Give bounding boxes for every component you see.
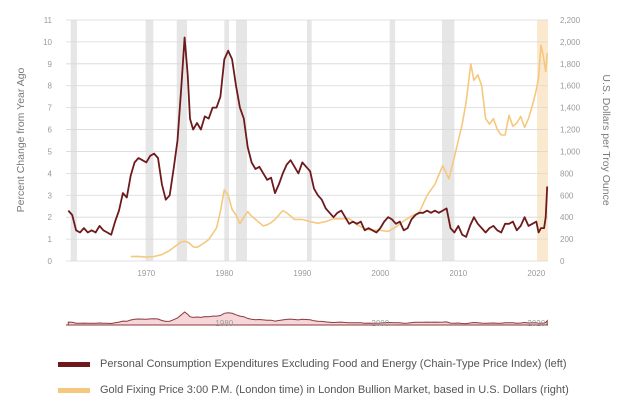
recession-band: [145, 20, 154, 261]
left-tick-label: 8: [48, 82, 53, 91]
x-tick-label: 1970: [137, 269, 155, 278]
left-axis-ticks: 0 1 2 3 4 5 6 7 8 9 10 11: [43, 16, 52, 266]
series-lines: [67, 36, 549, 258]
chart: 0 1 2 3 4 5 6 7 8 9 10 11 0 200 400 600 800 1,000 1,200 1,…: [15, 16, 612, 328]
legend-label-pce: Personal Consumption Expenditures Exclud…: [100, 358, 567, 370]
recession-bands: [70, 20, 548, 261]
left-tick-label: 11: [44, 16, 53, 25]
y-axis-right-title: U.S. Dollars per Troy Ounce: [600, 74, 612, 205]
navigator-label: 2000: [371, 319, 389, 328]
recession-band: [70, 20, 77, 261]
x-tick-label: 2000: [371, 269, 389, 278]
series-line-gold: [130, 44, 548, 258]
x-tick-label: 1980: [215, 269, 233, 278]
legend-label-gold: Gold Fixing Price 3:00 P.M. (London time…: [100, 384, 569, 396]
legend-item-gold: Gold Fixing Price 3:00 P.M. (London time…: [58, 384, 569, 396]
recession-band: [307, 20, 312, 261]
left-tick-label: 10: [43, 38, 52, 47]
left-tick-label: 9: [48, 60, 53, 69]
right-tick-label: 2,200: [560, 16, 581, 25]
right-tick-label: 600: [560, 191, 574, 200]
left-tick-label: 4: [48, 169, 53, 178]
right-tick-label: 0: [560, 257, 565, 266]
left-tick-label: 1: [48, 235, 53, 244]
left-tick-label: 6: [48, 126, 53, 135]
recession-band: [236, 20, 247, 261]
right-axis-ticks: 0 200 400 600 800 1,000 1,200 1,400 1,600 1,800 2,…: [560, 16, 581, 266]
left-tick-label: 3: [48, 191, 53, 200]
navigator-area: [67, 311, 548, 326]
recession-band: [389, 20, 396, 261]
right-tick-label: 1,200: [560, 126, 581, 135]
recession-band: [537, 20, 548, 261]
left-tick-label: 7: [48, 104, 53, 113]
recession-band: [176, 20, 187, 261]
right-tick-label: 1,800: [560, 60, 581, 69]
navigator-label: 1980: [215, 319, 233, 328]
series-line-pce: [67, 36, 549, 238]
x-tick-label: 1990: [293, 269, 311, 278]
range-navigator[interactable]: 1980 2000 2020: [66, 311, 548, 328]
right-tick-label: 800: [560, 169, 574, 178]
x-tick-label: 2020: [527, 269, 545, 278]
right-tick-label: 1,600: [560, 82, 581, 91]
recession-band: [441, 20, 455, 261]
left-tick-label: 5: [48, 147, 53, 156]
recession-band: [224, 20, 230, 261]
right-tick-label: 1,400: [560, 104, 581, 113]
legend-item-pce: Personal Consumption Expenditures Exclud…: [58, 358, 567, 370]
legend-swatch-gold: [58, 387, 90, 393]
right-tick-label: 200: [560, 235, 574, 244]
x-tick-label: 2010: [449, 269, 467, 278]
right-tick-label: 400: [560, 213, 574, 222]
legend-swatch-pce: [58, 361, 90, 367]
y-axis-left-title: Percent Change from Year Ago: [15, 67, 27, 212]
left-tick-label: 2: [48, 213, 53, 222]
x-axis-ticks: 1970 1980 1990 2000 2010 2020: [137, 269, 545, 278]
navigator-label: 2020: [527, 319, 545, 328]
left-tick-label: 0: [48, 257, 53, 266]
right-tick-label: 1,000: [560, 147, 581, 156]
right-tick-label: 2,000: [560, 38, 581, 47]
